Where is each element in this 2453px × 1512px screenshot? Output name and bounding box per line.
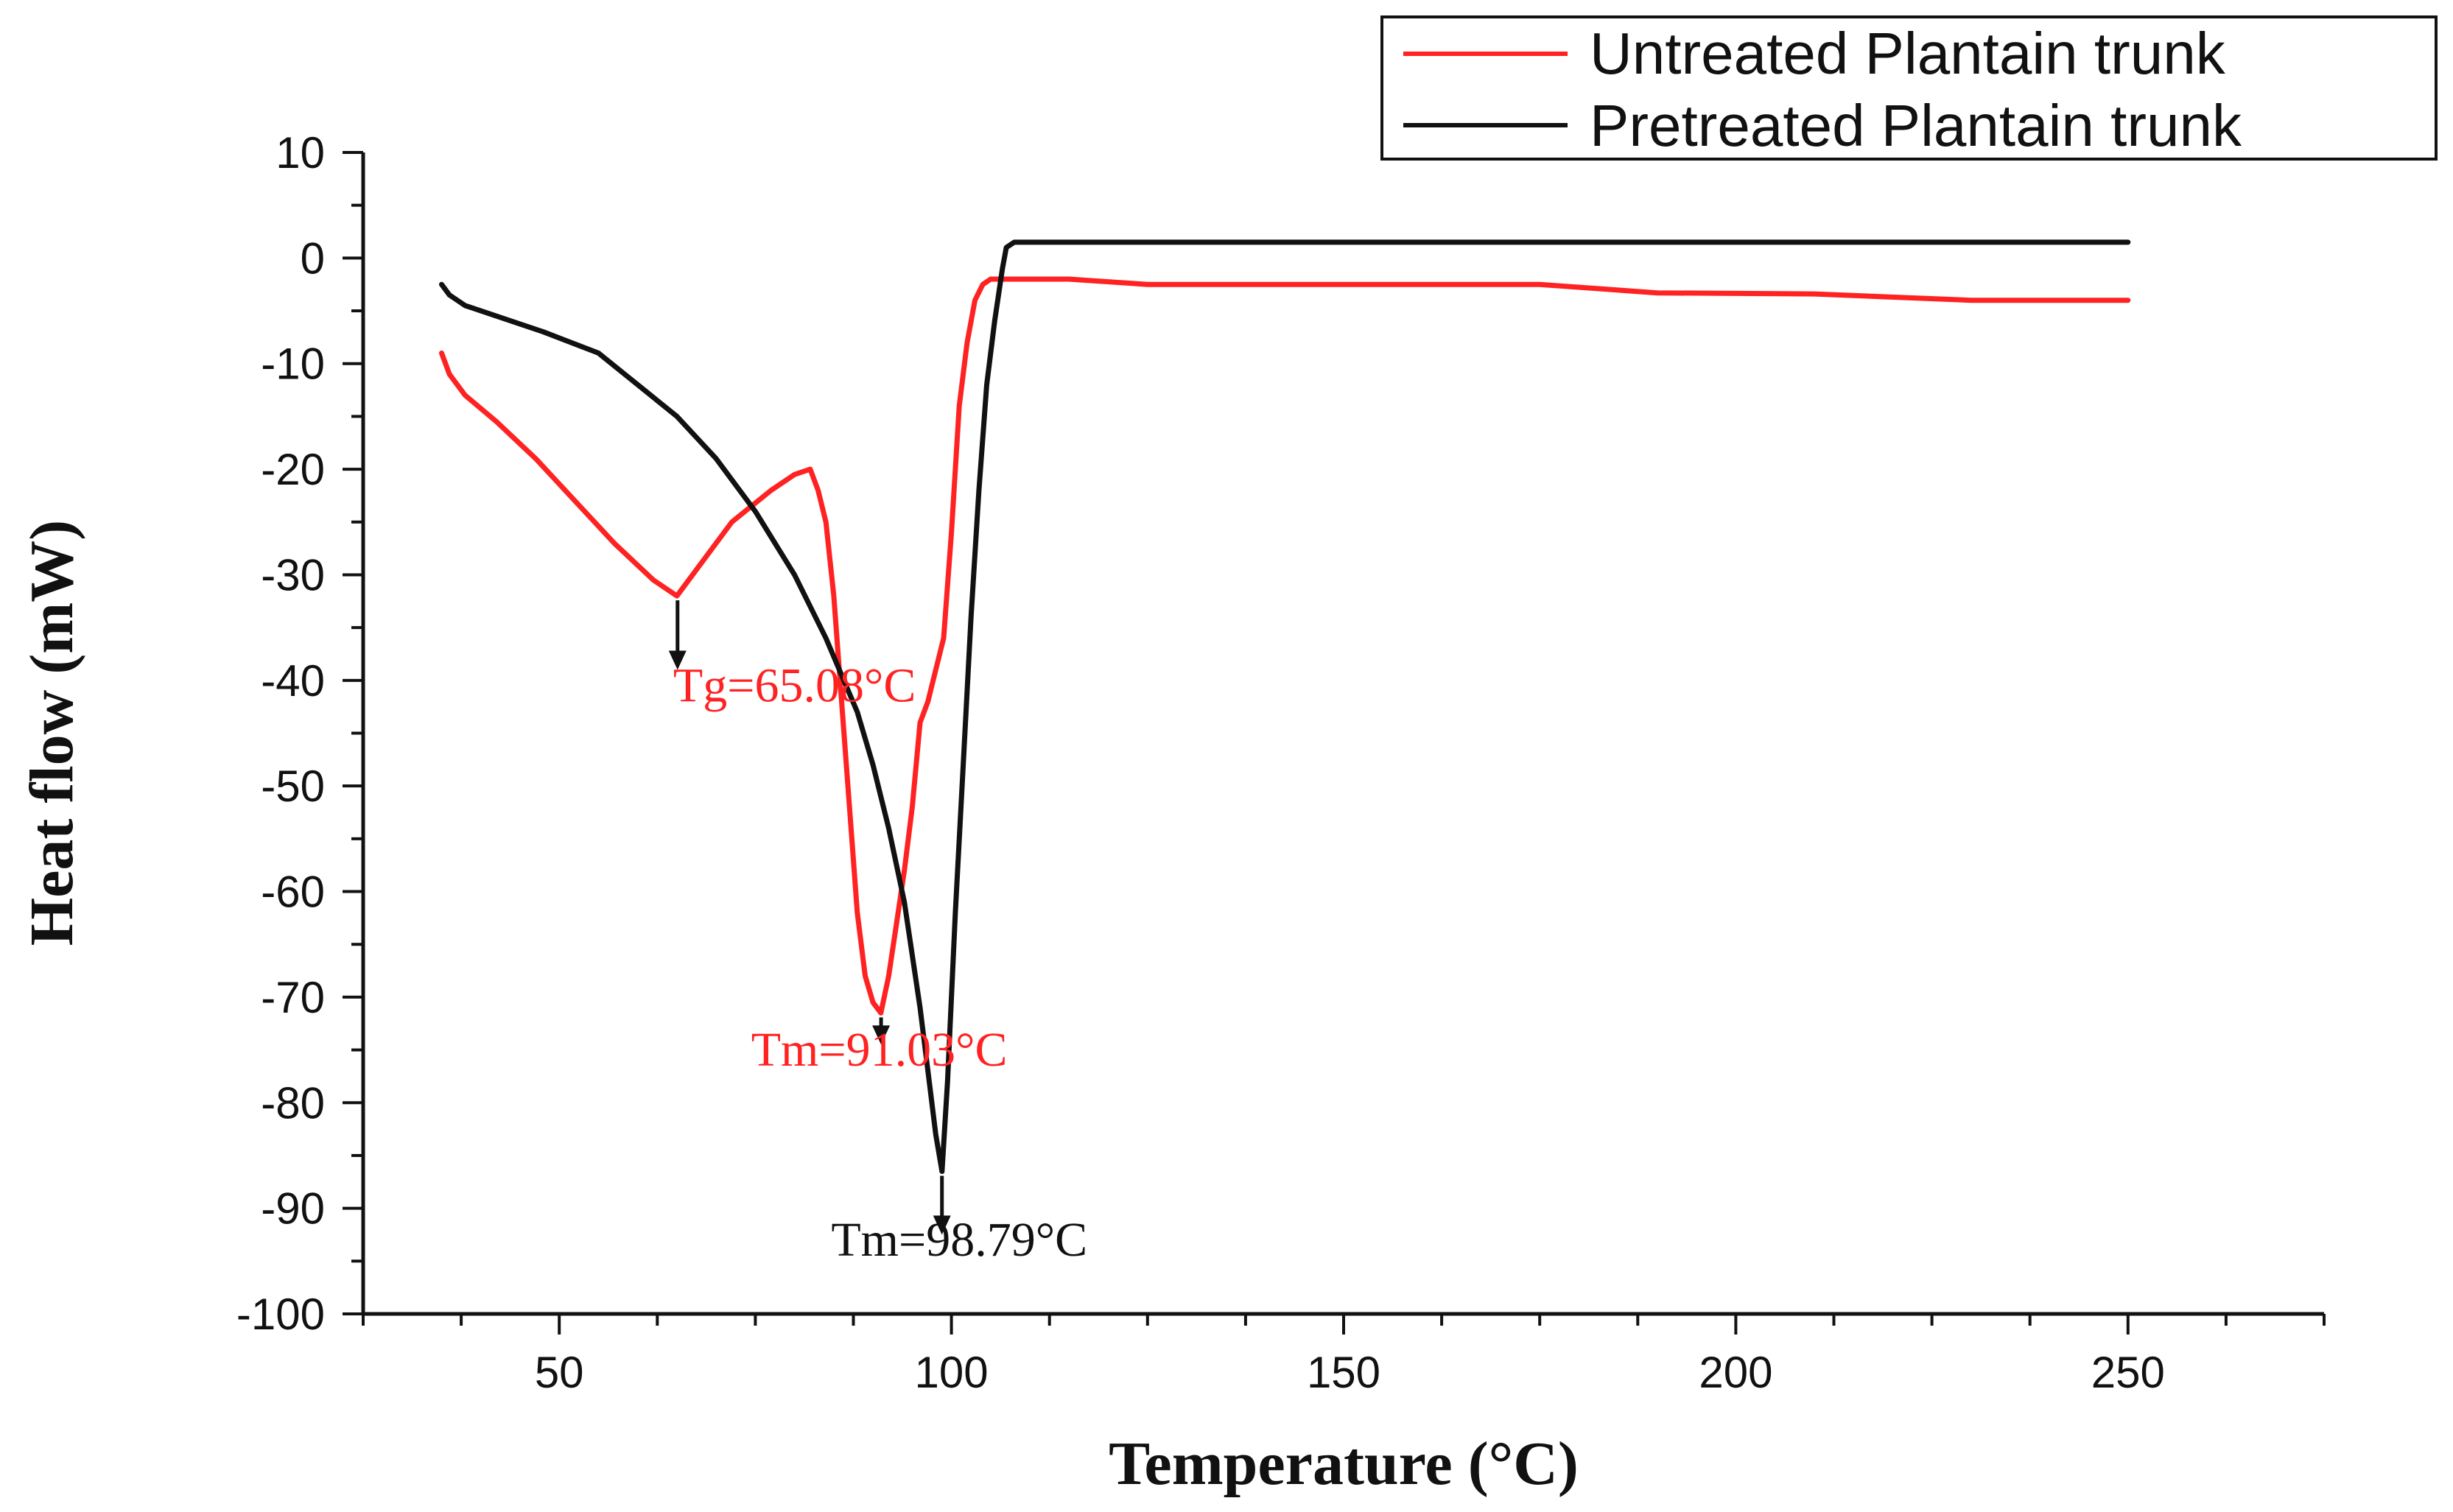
y-tick-label: -40 [261,656,325,706]
y-axis-title: Heat flow (mW) [18,520,86,946]
annotation-arrow-head [872,1025,891,1045]
y-ticks: 10 0 -10 -20 -30 -40 -50 -60 -70 -80 -90 -100 [236,128,363,1339]
legend-box [1380,15,2438,161]
axes: 50 100 150 200 250 100-10-20-30-40-50-60-70-… [236,128,2326,1397]
x-ticks: 50 100 150 200 250 [362,1314,2326,1397]
series-line-pretreated [439,239,2131,1174]
legend: Untreated Plantain trunk Pretreated Plan… [1380,15,2438,161]
x-axis-title: Temperature (°C) [1109,1430,1579,1498]
y-tick-label: -100 [236,1290,325,1339]
y-tick-label: -60 [261,868,325,917]
y-tick-label: -20 [261,445,325,494]
annotations: Tg=65.08°C Tm=91.03°C Tm=98.79°C [668,600,1087,1267]
annotation-arrow-head [933,1215,951,1235]
annotation-label-2: Tm=98.79°C [831,1213,1087,1267]
y-tick-label: -80 [261,1078,325,1128]
y-tick-label: -70 [261,973,325,1022]
x-tick-label: 200 [1699,1348,1772,1397]
y-tick-label: 10 [276,128,325,177]
x-tick-label: 150 [1307,1348,1380,1397]
legend-label-pretreated: Pretreated Plantain trunk [1590,93,2242,158]
legend-label-untreated: Untreated Plantain trunk [1590,21,2226,86]
annotation-arrow-head [668,650,687,670]
x-tick-label: 100 [915,1348,989,1397]
y-tick-label: -90 [261,1184,325,1234]
series-line-untreated [439,276,2131,1016]
annotation-label-0: Tg=65.08°C [673,658,916,712]
x-tick-label: 250 [2091,1348,2165,1397]
annotation-label-1: Tm=91.03°C [751,1023,1008,1077]
plot-area [439,239,2131,1174]
y-tick-label: -30 [261,550,325,599]
y-tick-label: 0 [301,233,325,283]
y-tick-label: -50 [261,762,325,811]
y-tick-label: -10 [261,340,325,389]
x-tick-label: 50 [535,1348,584,1397]
